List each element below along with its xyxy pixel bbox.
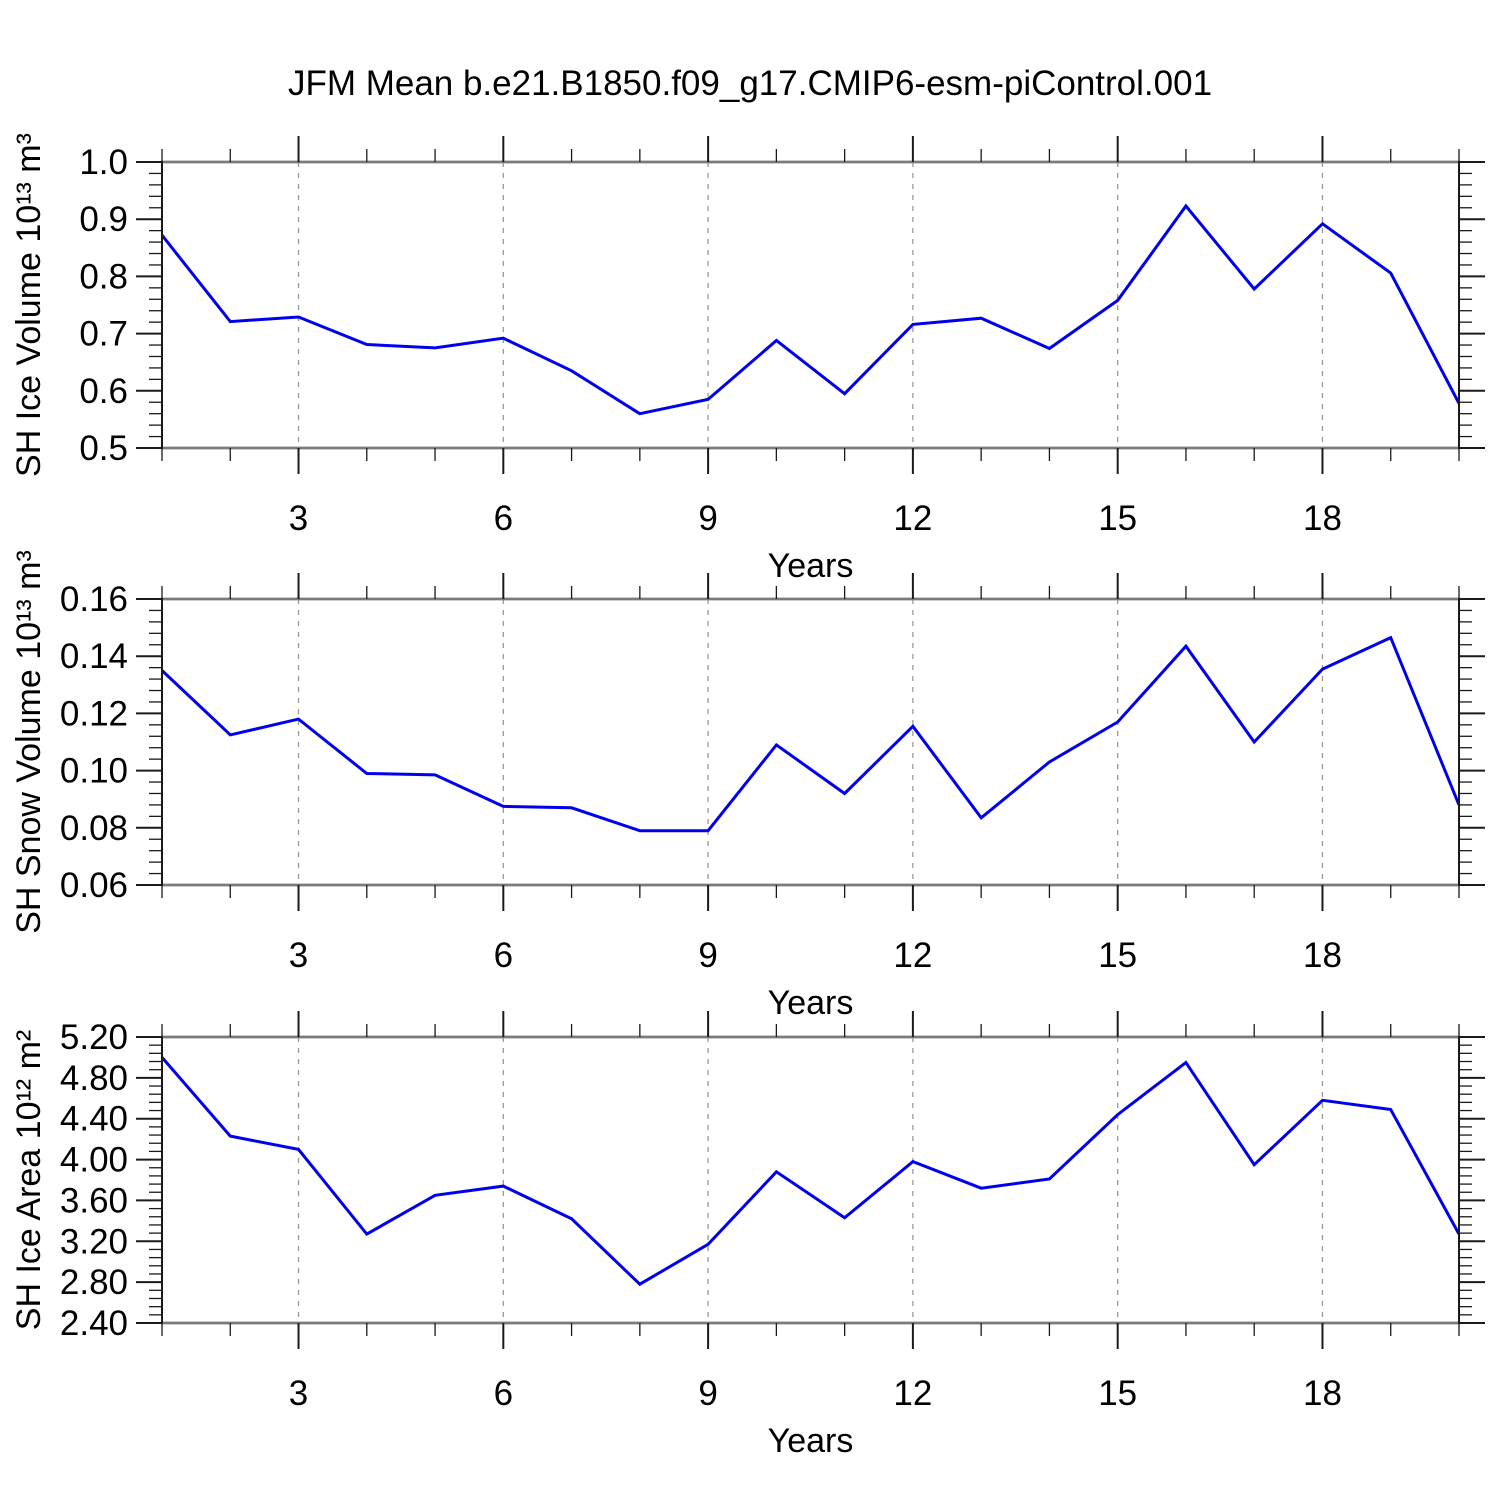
y-tick-label: 4.40 — [60, 1100, 128, 1139]
x-tick-label: 9 — [698, 1374, 717, 1413]
x-tick-label: 18 — [1303, 936, 1342, 975]
y-tick-label: 0.14 — [60, 637, 128, 676]
y-tick-label: 4.00 — [60, 1141, 128, 1180]
x-tick-label: 15 — [1098, 499, 1137, 538]
x-tick-label: 6 — [494, 1374, 513, 1413]
y-tick-label: 0.08 — [60, 809, 128, 848]
y-tick-label: 0.16 — [60, 580, 128, 619]
x-axis-title: Years — [768, 984, 854, 1022]
x-tick-label: 12 — [893, 1374, 932, 1413]
y-tick-label: 2.80 — [60, 1263, 128, 1302]
panel-sh-ice-volume: 3 6 9 12 15 18 1.0 0.9 0.8 0.7 0.6 0.5 Years SH Ice V… — [10, 133, 1485, 585]
y-tick-label: 4.80 — [60, 1059, 128, 1098]
x-tick-label: 6 — [494, 499, 513, 538]
y-tick-label: 0.6 — [79, 372, 128, 411]
y-tick-label: 5.20 — [60, 1018, 128, 1057]
y-axis-title: SH Ice Volume 10¹³ m³ — [10, 133, 48, 477]
x-tick-label: 18 — [1303, 1374, 1342, 1413]
x-tick-label: 9 — [698, 936, 717, 975]
x-tick-label: 3 — [289, 1374, 308, 1413]
y-tick-label: 0.10 — [60, 752, 128, 791]
y-tick-label: 0.06 — [60, 866, 128, 905]
x-tick-label: 15 — [1098, 1374, 1137, 1413]
y-tick-label: 0.9 — [79, 200, 128, 239]
data-line-sh-ice-area — [160, 1056, 1461, 1287]
y-tick-label: 1.0 — [79, 143, 128, 182]
x-tick-label: 9 — [698, 499, 717, 538]
y-tick-label: 0.8 — [79, 257, 128, 296]
panel-sh-ice-area: 3 6 9 12 15 18 5.204.804.404.003.603.202.802.4… — [10, 1011, 1485, 1460]
panel-sh-snow-volume: 3 6 9 12 15 18 0.16 0.14 0.12 0.10 0.08 0.06 Years SH… — [10, 550, 1485, 1022]
x-tick-label: 3 — [289, 936, 308, 975]
data-line-sh-snow-volume — [160, 635, 1461, 833]
figure-title: JFM Mean b.e21.B1850.f09_g17.CMIP6-esm-p… — [287, 64, 1213, 103]
x-tick-label: 3 — [289, 499, 308, 538]
y-tick-label: 0.7 — [79, 315, 128, 354]
y-tick-label: 3.60 — [60, 1181, 128, 1220]
y-tick-label: 0.12 — [60, 694, 128, 733]
x-tick-label: 6 — [494, 936, 513, 975]
x-tick-label: 12 — [893, 936, 932, 975]
x-tick-label: 15 — [1098, 936, 1137, 975]
x-tick-label: 12 — [893, 499, 932, 538]
data-line-sh-ice-volume — [160, 203, 1461, 416]
y-tick-label: 3.20 — [60, 1222, 128, 1261]
x-axis-title: Years — [768, 1422, 854, 1460]
x-tick-label: 18 — [1303, 499, 1342, 538]
y-tick-label: 2.40 — [60, 1304, 128, 1343]
y-axis-title: SH Snow Volume 10¹³ m³ — [10, 550, 48, 934]
y-axis-title: SH Ice Area 10¹² m² — [10, 1030, 48, 1330]
x-axis-title: Years — [768, 547, 854, 585]
y-tick-label: 0.5 — [79, 429, 128, 468]
